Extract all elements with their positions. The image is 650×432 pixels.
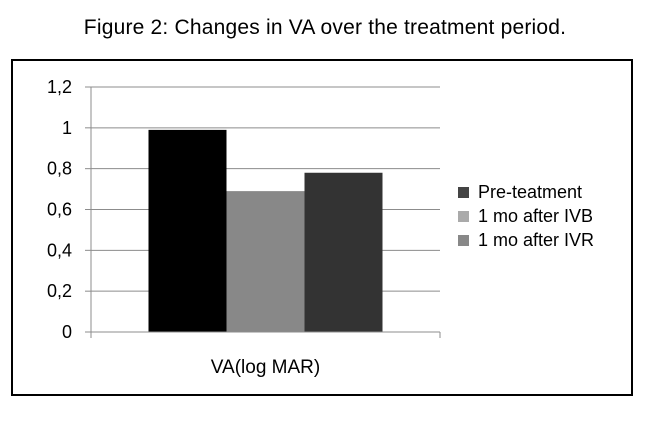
legend-label: 1 mo after IVB	[478, 206, 593, 226]
axes	[85, 86, 441, 338]
bars	[148, 129, 383, 332]
y-tick-label: 0,8	[47, 159, 72, 179]
legend: Pre-teatment 1 mo after IVB 1 mo after IVR	[458, 182, 594, 250]
y-tick-label: 0,6	[47, 200, 72, 220]
legend-swatch	[458, 211, 469, 222]
legend-swatch	[458, 187, 469, 198]
legend-label: Pre-teatment	[478, 182, 582, 202]
x-category-labels: VA(log MAR)	[211, 357, 320, 378]
y-tick-labels: 0 0,2 0,4 0,6 0,8 1 1,2	[47, 77, 72, 342]
y-tick-label: 1,2	[47, 77, 72, 97]
y-tick-label: 0	[62, 322, 72, 342]
bar	[304, 172, 383, 332]
figure-caption: Figure 2: Changes in VA over the treatme…	[83, 16, 567, 39]
legend-swatch	[458, 235, 469, 246]
bar	[148, 129, 227, 332]
y-tick-label: 0,4	[47, 240, 72, 260]
chart-frame	[11, 59, 633, 396]
x-category-label: VA(log MAR)	[211, 357, 320, 378]
y-tick-label: 0,2	[47, 281, 72, 301]
legend-label: 1 mo after IVR	[478, 230, 594, 250]
bar	[226, 191, 305, 332]
y-tick-label: 1	[62, 118, 72, 138]
